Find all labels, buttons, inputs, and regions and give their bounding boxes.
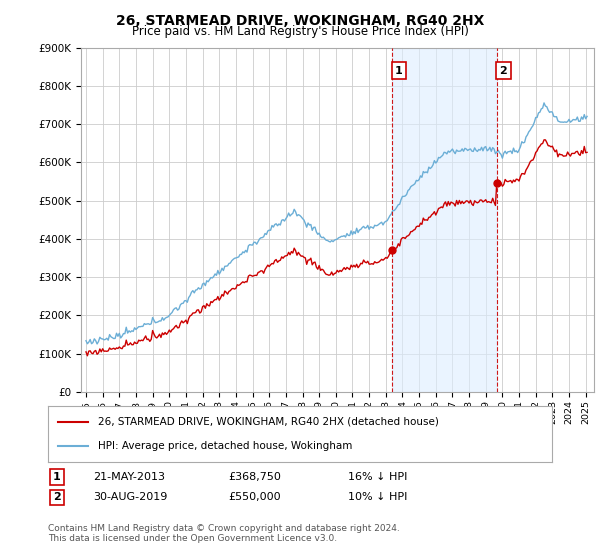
- Text: 21-MAY-2013: 21-MAY-2013: [93, 472, 165, 482]
- Bar: [392, 48, 497, 392]
- Text: 2: 2: [500, 66, 507, 76]
- Text: 26, STARMEAD DRIVE, WOKINGHAM, RG40 2HX (detached house): 26, STARMEAD DRIVE, WOKINGHAM, RG40 2HX …: [98, 417, 439, 427]
- Text: Contains HM Land Registry data © Crown copyright and database right 2024.
This d: Contains HM Land Registry data © Crown c…: [48, 524, 400, 543]
- Text: HPI: Average price, detached house, Wokingham: HPI: Average price, detached house, Woki…: [98, 441, 353, 451]
- Text: £550,000: £550,000: [228, 492, 281, 502]
- Text: £368,750: £368,750: [228, 472, 281, 482]
- Text: 16% ↓ HPI: 16% ↓ HPI: [348, 472, 407, 482]
- Text: 1: 1: [395, 66, 403, 76]
- Text: 30-AUG-2019: 30-AUG-2019: [93, 492, 167, 502]
- Text: Price paid vs. HM Land Registry's House Price Index (HPI): Price paid vs. HM Land Registry's House …: [131, 25, 469, 38]
- Text: 1: 1: [53, 472, 61, 482]
- Text: 10% ↓ HPI: 10% ↓ HPI: [348, 492, 407, 502]
- Text: 2: 2: [53, 492, 61, 502]
- Text: 26, STARMEAD DRIVE, WOKINGHAM, RG40 2HX: 26, STARMEAD DRIVE, WOKINGHAM, RG40 2HX: [116, 14, 484, 28]
